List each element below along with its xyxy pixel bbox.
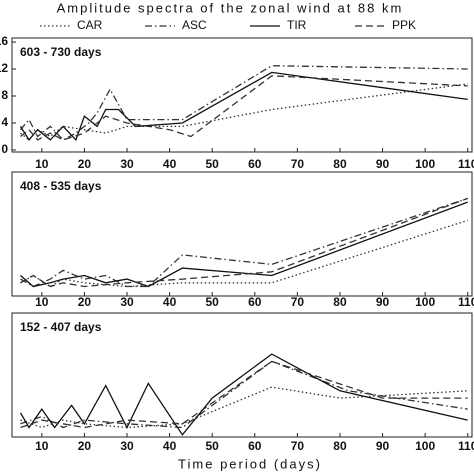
series-line — [20, 75, 468, 141]
series-line — [20, 197, 468, 288]
x-tick-label: 90 — [376, 157, 390, 171]
plot-frame — [11, 171, 473, 297]
x-tick-label: 110 — [458, 439, 474, 453]
series-line — [20, 83, 468, 141]
x-tick-label: 100 — [415, 157, 435, 171]
x-tick-label: 100 — [415, 439, 435, 453]
legend-label: ASC — [182, 18, 207, 32]
x-tick-label: 60 — [248, 157, 262, 171]
x-tick-label: 10 — [35, 439, 49, 453]
series-line — [20, 65, 468, 141]
x-tick-label: 90 — [376, 439, 390, 453]
x-tick-label: 50 — [206, 295, 220, 309]
panel-title: 152 - 407 days — [20, 320, 102, 334]
y-tick-label: 16 — [0, 34, 8, 48]
x-tick-label: 70 — [291, 439, 305, 453]
legend-label: CAR — [77, 18, 103, 32]
series-line — [20, 219, 468, 288]
y-tick-label: 12 — [0, 61, 8, 75]
x-tick-label: 70 — [291, 157, 305, 171]
plot-frame — [11, 37, 473, 153]
panel-title: 603 - 730 days — [20, 45, 102, 59]
series-line — [19, 71, 468, 142]
x-tick-label: 30 — [120, 157, 134, 171]
y-tick-label: 8 — [1, 88, 8, 102]
x-tick-label: 80 — [333, 295, 347, 309]
x-tick-label: 60 — [248, 439, 262, 453]
series-line — [20, 197, 468, 288]
chart-title: Amplitude spectra of the zonal wind at 8… — [57, 0, 404, 15]
x-axis-label: Time period (days) — [178, 456, 322, 471]
x-tick-label: 80 — [333, 439, 347, 453]
x-tick-label: 30 — [120, 295, 134, 309]
x-tick-label: 80 — [333, 157, 347, 171]
x-tick-label: 40 — [163, 295, 177, 309]
x-tick-label: 90 — [376, 295, 390, 309]
x-tick-label: 40 — [163, 439, 177, 453]
x-tick-label: 50 — [206, 439, 220, 453]
x-tick-label: 100 — [415, 295, 435, 309]
panel-title: 408 - 535 days — [20, 179, 102, 193]
y-tick-label: 0 — [1, 142, 8, 156]
x-tick-label: 20 — [78, 295, 92, 309]
x-tick-label: 30 — [120, 439, 134, 453]
series-line — [20, 201, 468, 288]
x-tick-label: 110 — [458, 295, 474, 309]
legend-label: PPK — [392, 18, 416, 32]
y-tick-label: 4 — [1, 115, 8, 129]
legend-label: TIR — [287, 18, 307, 32]
x-tick-label: 10 — [35, 295, 49, 309]
series-line — [19, 353, 468, 436]
x-tick-label: 10 — [35, 157, 49, 171]
plot-frame — [11, 312, 473, 438]
x-tick-label: 110 — [458, 157, 474, 171]
x-tick-label: 20 — [78, 157, 92, 171]
x-tick-label: 70 — [291, 295, 305, 309]
x-tick-label: 60 — [248, 295, 262, 309]
x-tick-label: 20 — [78, 439, 92, 453]
x-tick-label: 40 — [163, 157, 177, 171]
series-line — [20, 386, 468, 429]
x-tick-label: 50 — [206, 157, 220, 171]
